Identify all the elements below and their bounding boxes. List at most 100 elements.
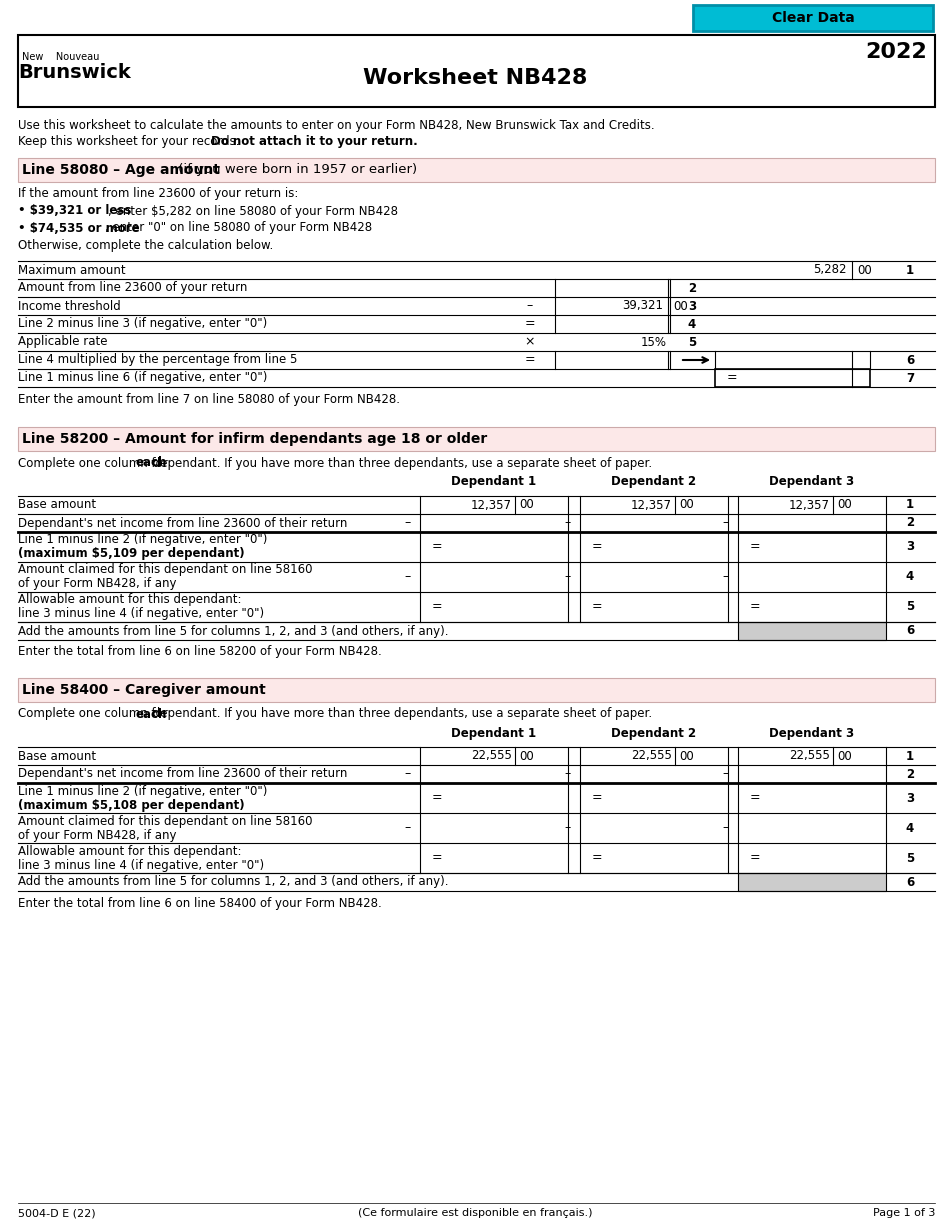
Text: Dependant 3: Dependant 3 — [770, 727, 855, 739]
Bar — [18, 34, 935, 107]
Text: –: – — [405, 768, 411, 781]
Text: 22,555: 22,555 — [471, 749, 512, 763]
Text: =: = — [592, 600, 602, 614]
Bar — [18, 427, 935, 451]
Text: 00: 00 — [837, 498, 852, 512]
Text: Dependant's net income from line 23600 of their return: Dependant's net income from line 23600 o… — [18, 517, 348, 529]
Text: Line 1 minus line 2 (if negative, enter "0"): Line 1 minus line 2 (if negative, enter … — [18, 534, 267, 546]
Text: –: – — [723, 768, 730, 781]
Text: –: – — [565, 768, 571, 781]
Text: Amount from line 23600 of your return: Amount from line 23600 of your return — [18, 282, 247, 294]
Text: 3: 3 — [688, 299, 696, 312]
Text: • $74,535 or more: • $74,535 or more — [18, 221, 140, 235]
Text: 1: 1 — [906, 263, 914, 277]
Text: –: – — [527, 299, 533, 312]
Text: 4: 4 — [906, 822, 914, 834]
Text: 4: 4 — [688, 317, 696, 331]
Text: –: – — [405, 517, 411, 529]
Text: Amount claimed for this dependant on line 58160: Amount claimed for this dependant on lin… — [18, 563, 313, 577]
Text: 6: 6 — [906, 876, 914, 888]
Text: Allowable amount for this dependant:: Allowable amount for this dependant: — [18, 845, 241, 857]
Text: Dependant's net income from line 23600 of their return: Dependant's net income from line 23600 o… — [18, 768, 348, 781]
Text: 2: 2 — [688, 282, 696, 294]
Text: 00: 00 — [519, 498, 534, 512]
Text: Dependant 1: Dependant 1 — [451, 476, 537, 488]
Text: 12,357: 12,357 — [789, 498, 830, 512]
Text: New    Nouveau: New Nouveau — [22, 52, 100, 62]
Text: 00: 00 — [519, 749, 534, 763]
Text: 12,357: 12,357 — [631, 498, 672, 512]
Text: –: – — [405, 822, 411, 834]
Text: 00: 00 — [857, 263, 872, 277]
Text: 1: 1 — [906, 749, 914, 763]
Text: 15%: 15% — [641, 336, 667, 348]
Text: Amount claimed for this dependant on line 58160: Amount claimed for this dependant on lin… — [18, 814, 313, 828]
Text: –: – — [565, 822, 571, 834]
Text: Add the amounts from line 5 for columns 1, 2, and 3 (and others, if any).: Add the amounts from line 5 for columns … — [18, 625, 448, 637]
Text: –: – — [565, 571, 571, 583]
Bar — [18, 157, 935, 182]
Bar — [715, 369, 870, 387]
Text: 6: 6 — [906, 625, 914, 637]
Text: Do not attach it to your return.: Do not attach it to your return. — [211, 135, 418, 149]
Text: , enter $5,282 on line 58080 of your Form NB428: , enter $5,282 on line 58080 of your For… — [108, 204, 398, 218]
Text: =: = — [750, 851, 761, 865]
Text: 2022: 2022 — [865, 42, 927, 62]
Text: (maximum $5,109 per dependant): (maximum $5,109 per dependant) — [18, 547, 245, 561]
Text: Income threshold: Income threshold — [18, 299, 121, 312]
Bar — [18, 678, 935, 702]
Text: of your Form NB428, if any: of your Form NB428, if any — [18, 578, 177, 590]
Text: Line 1 minus line 2 (if negative, enter "0"): Line 1 minus line 2 (if negative, enter … — [18, 785, 267, 797]
Text: Line 4 multiplied by the percentage from line 5: Line 4 multiplied by the percentage from… — [18, 353, 297, 367]
Text: –: – — [723, 822, 730, 834]
Text: line 3 minus line 4 (if negative, enter "0"): line 3 minus line 4 (if negative, enter … — [18, 859, 264, 872]
Text: Page 1 of 3: Page 1 of 3 — [873, 1208, 935, 1218]
Text: =: = — [592, 791, 602, 804]
Text: Add the amounts from line 5 for columns 1, 2, and 3 (and others, if any).: Add the amounts from line 5 for columns … — [18, 876, 448, 888]
Text: Line 58200 – Amount for infirm dependants age 18 or older: Line 58200 – Amount for infirm dependant… — [22, 432, 487, 446]
Text: Dependant 3: Dependant 3 — [770, 476, 855, 488]
Text: 4: 4 — [906, 571, 914, 583]
Bar — [738, 873, 886, 891]
Text: =: = — [750, 540, 761, 554]
Text: 22,555: 22,555 — [789, 749, 830, 763]
Text: 7: 7 — [906, 371, 914, 385]
Text: each: each — [135, 707, 166, 721]
Text: –: – — [565, 517, 571, 529]
Text: ×: × — [524, 336, 535, 348]
Text: (Ce formulaire est disponible en français.): (Ce formulaire est disponible en françai… — [358, 1208, 592, 1218]
Text: 22,555: 22,555 — [631, 749, 672, 763]
Text: (if you were born in 1957 or earlier): (if you were born in 1957 or earlier) — [174, 164, 417, 176]
Text: 1: 1 — [906, 498, 914, 512]
Text: Maximum amount: Maximum amount — [18, 263, 125, 277]
Text: =: = — [592, 851, 602, 865]
Text: =: = — [750, 600, 761, 614]
Text: If the amount from line 23600 of your return is:: If the amount from line 23600 of your re… — [18, 187, 298, 200]
Text: =: = — [524, 353, 535, 367]
Text: –: – — [405, 571, 411, 583]
Text: 00: 00 — [673, 299, 688, 312]
Text: Line 2 minus line 3 (if negative, enter "0"): Line 2 minus line 3 (if negative, enter … — [18, 317, 267, 331]
Text: =: = — [524, 317, 535, 331]
Text: Clear Data: Clear Data — [771, 11, 854, 25]
Text: 2: 2 — [906, 768, 914, 781]
Text: line 3 minus line 4 (if negative, enter "0"): line 3 minus line 4 (if negative, enter … — [18, 608, 264, 620]
Text: Base amount: Base amount — [18, 749, 96, 763]
Text: Otherwise, complete the calculation below.: Otherwise, complete the calculation belo… — [18, 239, 274, 251]
Text: 39,321: 39,321 — [622, 299, 663, 312]
Text: (maximum $5,108 per dependant): (maximum $5,108 per dependant) — [18, 798, 245, 812]
Text: of your Form NB428, if any: of your Form NB428, if any — [18, 829, 177, 841]
Text: • $39,321 or less: • $39,321 or less — [18, 204, 131, 218]
Text: Allowable amount for this dependant:: Allowable amount for this dependant: — [18, 594, 241, 606]
Text: Line 1 minus line 6 (if negative, enter "0"): Line 1 minus line 6 (if negative, enter … — [18, 371, 267, 385]
Text: 00: 00 — [837, 749, 852, 763]
Text: =: = — [727, 371, 737, 385]
Text: Enter the total from line 6 on line 58200 of your Form NB428.: Enter the total from line 6 on line 5820… — [18, 646, 382, 658]
Text: –: – — [723, 571, 730, 583]
Text: Dependant 2: Dependant 2 — [612, 727, 696, 739]
Text: Use this worksheet to calculate the amounts to enter on your Form NB428, New Bru: Use this worksheet to calculate the amou… — [18, 118, 655, 132]
Text: Dependant 2: Dependant 2 — [612, 476, 696, 488]
Text: 6: 6 — [906, 353, 914, 367]
Text: 3: 3 — [906, 791, 914, 804]
Text: =: = — [750, 791, 761, 804]
